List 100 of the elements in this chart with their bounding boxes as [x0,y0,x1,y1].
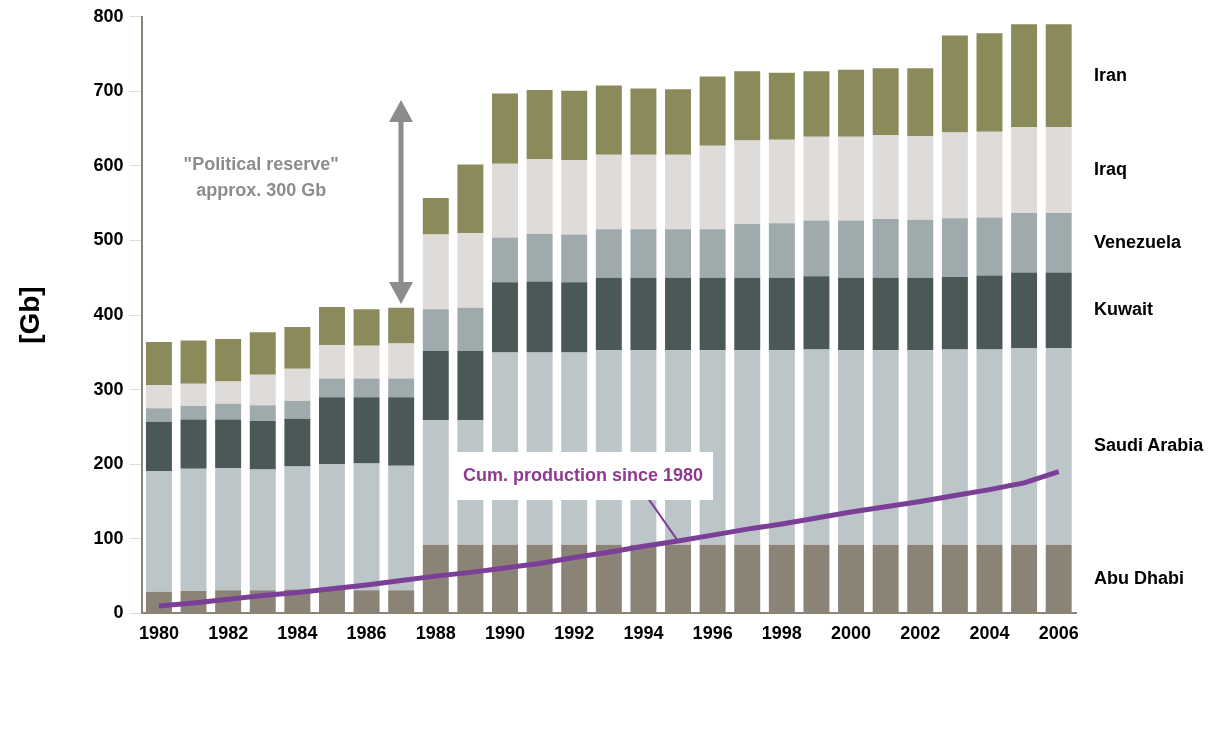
bar [768,223,795,278]
bar [595,277,622,351]
y-tick-label: 800 [93,5,124,26]
bar [561,90,588,160]
bar [907,219,934,278]
bar [526,281,553,353]
bar [803,220,830,277]
series-label: Kuwait [1094,299,1154,320]
bar [838,350,865,545]
bar [249,332,276,375]
bar [803,276,830,350]
bar [941,35,968,133]
bar [1045,127,1072,213]
bar [630,229,657,278]
bar [457,233,484,308]
bar [318,306,345,345]
bar [803,136,830,221]
bar [665,229,692,278]
bar [595,85,622,155]
bar [734,224,761,278]
bar [630,88,657,155]
bar [353,309,380,346]
bar [388,378,415,398]
bar [1011,127,1038,213]
bar [353,345,380,379]
bar [457,164,484,234]
bar [665,89,692,155]
bar [976,349,1003,545]
series-label: Iran [1094,64,1128,85]
bar [180,419,207,469]
bar [249,374,276,406]
bar [1011,24,1038,128]
bar [1045,212,1072,273]
y-tick-label: 700 [93,80,124,101]
bar [284,368,311,401]
series-label: Saudi Arabia [1094,435,1205,456]
bar [284,418,311,467]
bar [941,218,968,278]
y-tick-label: 500 [93,229,124,250]
x-tick-label: 1990 [484,623,526,644]
bar [630,154,657,230]
bar [422,234,449,310]
bar [561,234,588,283]
y-tick-label: 300 [93,378,124,399]
annotation: "Political reserve" approx. 300 Gb [182,153,340,203]
bar [561,282,588,353]
series-label: Iraq [1094,159,1128,180]
bar [1011,347,1038,545]
bar [907,68,934,137]
bar [595,154,622,230]
bar [353,378,380,398]
bar [665,277,692,351]
bar [699,76,726,146]
y-tick-label: 0 [113,602,124,623]
bar [838,220,865,278]
bar [388,343,415,379]
bar [388,397,415,466]
bar [1011,272,1038,348]
bar [318,464,345,590]
bar [318,397,345,465]
bar [838,277,865,351]
bar [145,470,172,592]
bar [145,385,172,409]
bar [734,350,761,545]
bar [249,421,276,470]
bar [907,136,934,220]
bar [284,466,311,590]
bar [838,136,865,221]
bar [768,277,795,351]
bar [180,468,207,592]
x-tick-label: 2000 [831,623,872,644]
bar [872,218,899,278]
x-tick-label: 1988 [415,623,456,644]
bar [457,350,484,421]
bar [422,350,449,421]
bar [145,421,172,471]
bar [976,131,1003,218]
bar [422,309,449,351]
bar [561,159,588,235]
bar [457,307,484,351]
y-tick-label: 400 [93,304,124,325]
y-tick-label: 100 [93,527,124,548]
bar [492,237,518,283]
series-label: Venezuela [1094,231,1183,252]
series-label: Abu Dhabi [1094,567,1184,588]
bar [907,350,934,545]
bar [388,465,415,591]
x-tick-label: 1998 [761,623,802,644]
bar [699,229,726,278]
bar [526,233,553,282]
bar [492,282,518,353]
x-tick-label: 2006 [1038,623,1079,644]
bar [215,419,242,468]
bar [215,403,242,420]
bar [872,135,899,219]
y-axis-title: [Gb] [13,286,45,344]
bar [976,217,1003,276]
bar [318,344,345,379]
bar [699,145,726,230]
text: Cum. production since 1980 [463,465,704,486]
